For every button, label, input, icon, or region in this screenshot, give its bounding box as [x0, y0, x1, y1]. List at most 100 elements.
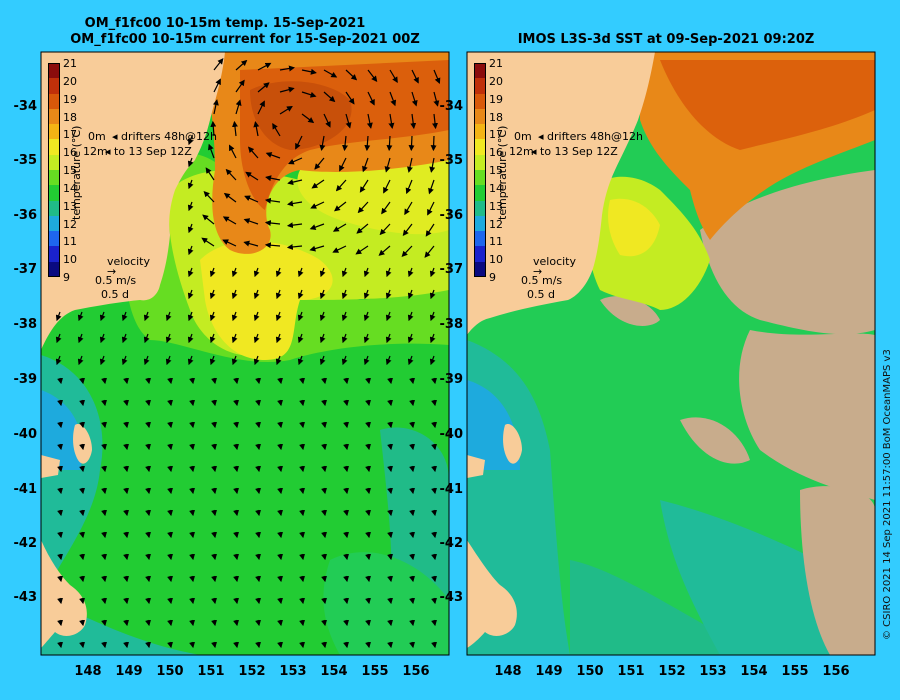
current-arrow: [277, 619, 284, 627]
current-arrow: [235, 99, 242, 115]
current-arrow: [323, 113, 331, 128]
current-arrow: [79, 553, 86, 561]
right-colorbar-segment: [474, 78, 486, 95]
current-arrow: [409, 641, 416, 649]
right-colorbar-segment: [474, 231, 486, 247]
current-arrow: [363, 267, 370, 278]
current-arrow: [79, 465, 86, 473]
current-arrow: [79, 597, 86, 605]
left-legend-to: ◂ to 13 Sep 12Z: [105, 145, 192, 158]
current-arrow: [211, 421, 218, 429]
right-colorbar-segment: [474, 215, 486, 232]
current-arrow: [365, 377, 372, 385]
current-arrow: [429, 157, 436, 173]
current-arrow: [79, 619, 86, 627]
current-arrow: [431, 597, 438, 605]
current-arrow: [401, 245, 413, 258]
current-arrow: [79, 377, 86, 385]
current-arrow: [378, 245, 391, 256]
current-arrow: [321, 487, 328, 495]
current-arrow: [321, 619, 328, 627]
current-arrow: [431, 509, 438, 517]
current-arrow: [321, 641, 328, 649]
current-arrow: [145, 619, 152, 627]
current-arrow: [385, 355, 392, 366]
left-lon-tick: 152: [238, 664, 266, 679]
left-colorbar-segment: [48, 261, 60, 278]
current-arrow: [167, 553, 174, 561]
current-arrow: [363, 333, 370, 344]
current-arrow: [265, 152, 281, 159]
left-lat-tick: -43: [13, 590, 38, 605]
current-arrow: [123, 509, 130, 517]
current-arrow: [201, 237, 215, 247]
current-arrow: [211, 619, 218, 627]
current-arrow: [343, 575, 350, 583]
current-arrow: [101, 421, 108, 429]
current-arrow: [341, 289, 348, 300]
current-arrow: [55, 333, 62, 344]
right-lon-tick: 152: [658, 664, 686, 679]
current-arrow: [319, 267, 326, 278]
current-arrow: [145, 575, 152, 583]
current-arrow: [123, 399, 130, 407]
current-arrow: [277, 399, 284, 407]
current-arrow: [264, 220, 281, 227]
current-arrow: [365, 399, 372, 407]
current-arrow: [167, 597, 174, 605]
current-arrow: [211, 399, 218, 407]
current-arrow: [189, 421, 196, 429]
left-lon-tick: 156: [402, 664, 430, 679]
current-arrow: [342, 135, 349, 152]
current-arrow: [253, 267, 260, 278]
current-arrow: [409, 487, 416, 495]
current-arrow: [209, 355, 216, 366]
current-arrow: [427, 201, 435, 216]
current-arrow: [321, 575, 328, 583]
right-velocity-speed: 0.5 m/s: [521, 274, 563, 287]
current-arrow: [321, 531, 328, 539]
current-arrow: [167, 465, 174, 473]
left-colorbar-tick: 20: [63, 74, 77, 88]
current-arrow: [55, 355, 62, 366]
current-arrow: [255, 377, 262, 385]
current-arrow: [365, 619, 372, 627]
current-arrow: [209, 289, 216, 300]
current-arrow: [332, 223, 347, 232]
left-colorbar-tick: 11: [63, 235, 77, 249]
current-arrow: [233, 553, 240, 561]
current-arrow: [387, 377, 394, 385]
current-arrow: [145, 597, 152, 605]
current-arrow: [233, 641, 240, 649]
current-arrow: [202, 214, 215, 225]
current-arrow: [79, 443, 86, 451]
right-map-field: [467, 52, 875, 655]
left-colorbar-segment: [48, 185, 60, 202]
current-arrow: [367, 91, 375, 106]
current-arrow: [335, 179, 347, 192]
right-colorbar-segment: [474, 124, 486, 140]
current-arrow: [255, 619, 262, 627]
current-arrow: [362, 157, 369, 173]
current-arrow: [57, 399, 64, 407]
current-arrow: [409, 575, 416, 583]
left-lat-tick: -40: [13, 427, 38, 442]
current-arrow: [101, 443, 108, 451]
current-arrow: [145, 641, 152, 649]
current-arrow: [431, 399, 438, 407]
current-arrow: [287, 200, 303, 207]
current-arrow: [265, 175, 281, 182]
current-arrow: [387, 399, 394, 407]
current-arrow: [345, 91, 355, 105]
current-arrow: [387, 421, 394, 429]
current-arrow: [243, 240, 259, 247]
current-arrow: [189, 399, 196, 407]
current-arrow: [101, 531, 108, 539]
left-colorbar-segment: [48, 78, 60, 95]
right-lat-tick: -42: [439, 536, 464, 551]
current-arrow: [341, 333, 348, 344]
current-arrow: [409, 597, 416, 605]
left-colorbar-segment: [48, 93, 60, 110]
current-arrow: [275, 267, 282, 278]
current-arrow: [143, 355, 150, 366]
